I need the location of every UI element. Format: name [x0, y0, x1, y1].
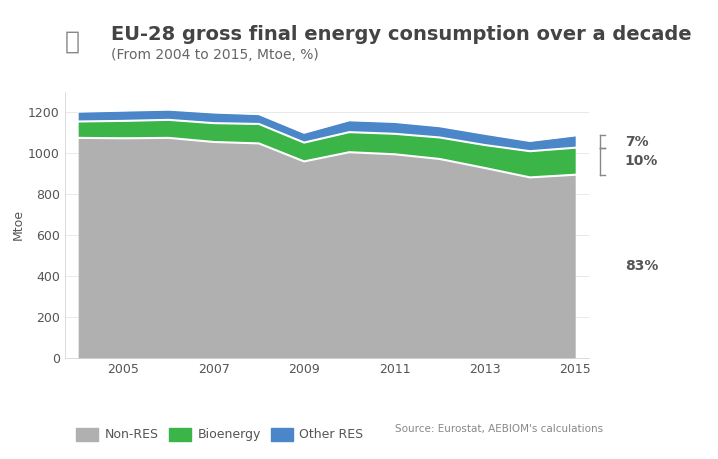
Text: 10%: 10%	[625, 154, 658, 168]
Text: EU-28 gross final energy consumption over a decade: EU-28 gross final energy consumption ove…	[111, 25, 692, 44]
Text: ⏱: ⏱	[65, 30, 80, 54]
Text: (From 2004 to 2015, Mtoe, %): (From 2004 to 2015, Mtoe, %)	[111, 48, 319, 62]
Legend: Non-RES, Bioenergy, Other RES: Non-RES, Bioenergy, Other RES	[71, 423, 368, 447]
Y-axis label: Mtoe: Mtoe	[12, 209, 25, 241]
Text: 83%: 83%	[625, 259, 658, 274]
Text: 7%: 7%	[625, 134, 648, 149]
Text: Source: Eurostat, AEBIOM's calculations: Source: Eurostat, AEBIOM's calculations	[395, 424, 603, 434]
